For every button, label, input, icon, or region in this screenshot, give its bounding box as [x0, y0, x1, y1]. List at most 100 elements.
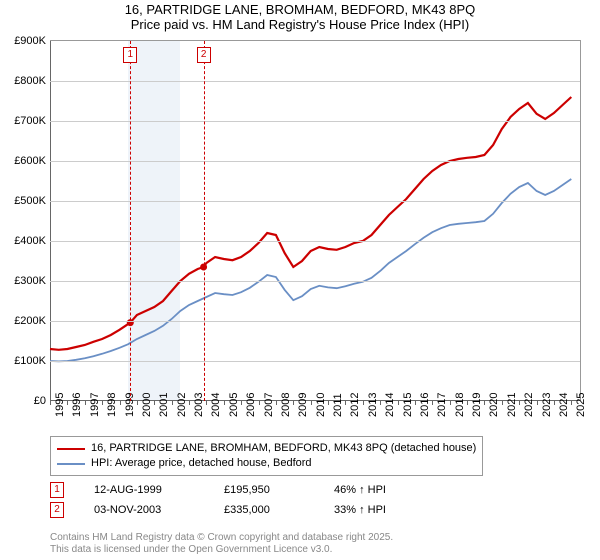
- footer-line1: Contains HM Land Registry data © Crown c…: [50, 532, 393, 544]
- xtick-label: 2006: [245, 393, 257, 417]
- xtick-mark: [154, 401, 155, 405]
- xtick-label: 2018: [454, 393, 466, 417]
- xtick-label: 2010: [315, 393, 327, 417]
- xtick-label: 2023: [541, 393, 553, 417]
- legend-swatch: [57, 448, 85, 450]
- sale-row: 1 12-AUG-1999 £195,950 46% ↑ HPI: [50, 480, 414, 500]
- xtick-mark: [450, 401, 451, 405]
- sale-delta: 33% ↑ HPI: [334, 500, 414, 520]
- sale-event-marker: 2: [197, 47, 211, 63]
- xtick-mark: [328, 401, 329, 405]
- xtick-mark: [311, 401, 312, 405]
- xtick-mark: [363, 401, 364, 405]
- xtick-label: 2000: [141, 393, 153, 417]
- sale-row: 2 03-NOV-2003 £335,000 33% ↑ HPI: [50, 500, 414, 520]
- sale-idx-box: 2: [50, 502, 64, 518]
- xtick-label: 2019: [471, 393, 483, 417]
- xtick-label: 2014: [384, 393, 396, 417]
- ytick-label: £100K: [14, 355, 46, 367]
- ytick-label: £700K: [14, 115, 46, 127]
- sale-event-marker: 1: [123, 47, 137, 63]
- xtick-mark: [172, 401, 173, 405]
- ytick-label: £300K: [14, 275, 46, 287]
- xtick-label: 2017: [436, 393, 448, 417]
- xtick-label: 2016: [419, 393, 431, 417]
- xtick-label: 2009: [297, 393, 309, 417]
- ytick-label: £400K: [14, 235, 46, 247]
- xtick-mark: [380, 401, 381, 405]
- sale-date: 03-NOV-2003: [94, 500, 194, 520]
- xtick-label: 2001: [158, 393, 170, 417]
- xtick-label: 2007: [263, 393, 275, 417]
- xtick-mark: [467, 401, 468, 405]
- xtick-mark: [67, 401, 68, 405]
- xtick-label: 2013: [367, 393, 379, 417]
- xtick-mark: [102, 401, 103, 405]
- xtick-mark: [519, 401, 520, 405]
- legend: 16, PARTRIDGE LANE, BROMHAM, BEDFORD, MK…: [50, 436, 483, 476]
- legend-label: 16, PARTRIDGE LANE, BROMHAM, BEDFORD, MK…: [91, 441, 476, 456]
- xtick-label: 2025: [575, 393, 587, 417]
- xtick-label: 2004: [210, 393, 222, 417]
- xtick-label: 2008: [280, 393, 292, 417]
- xtick-label: 2024: [558, 393, 570, 417]
- chart-title: 16, PARTRIDGE LANE, BROMHAM, BEDFORD, MK…: [0, 0, 600, 32]
- xtick-mark: [206, 401, 207, 405]
- xtick-label: 2021: [506, 393, 518, 417]
- xtick-mark: [120, 401, 121, 405]
- xtick-mark: [85, 401, 86, 405]
- xtick-label: 2002: [176, 393, 188, 417]
- sale-idx-box: 1: [50, 482, 64, 498]
- sale-price: £195,950: [224, 480, 304, 500]
- xtick-mark: [432, 401, 433, 405]
- ytick-label: £0: [34, 395, 46, 407]
- sale-event-line: [204, 41, 205, 401]
- xtick-mark: [398, 401, 399, 405]
- xtick-label: 1998: [106, 393, 118, 417]
- series-hpi: [50, 179, 571, 361]
- xtick-mark: [484, 401, 485, 405]
- xtick-label: 2020: [488, 393, 500, 417]
- xtick-mark: [502, 401, 503, 405]
- legend-row: HPI: Average price, detached house, Bedf…: [57, 456, 476, 471]
- xtick-mark: [259, 401, 260, 405]
- footer-line2: This data is licensed under the Open Gov…: [50, 544, 393, 556]
- xtick-label: 2022: [523, 393, 535, 417]
- xtick-label: 2011: [332, 393, 344, 417]
- xtick-mark: [554, 401, 555, 405]
- xtick-mark: [571, 401, 572, 405]
- sale-date: 12-AUG-1999: [94, 480, 194, 500]
- ytick-label: £200K: [14, 315, 46, 327]
- legend-label: HPI: Average price, detached house, Bedf…: [91, 456, 312, 471]
- legend-swatch: [57, 463, 85, 465]
- title-line2: Price paid vs. HM Land Registry's House …: [0, 17, 600, 32]
- xtick-label: 1997: [89, 393, 101, 417]
- series-price_paid: [50, 97, 571, 350]
- ytick-label: £500K: [14, 195, 46, 207]
- xtick-label: 1995: [54, 393, 66, 417]
- xtick-label: 2005: [228, 393, 240, 417]
- title-line1: 16, PARTRIDGE LANE, BROMHAM, BEDFORD, MK…: [0, 2, 600, 17]
- xtick-label: 2015: [402, 393, 414, 417]
- xtick-mark: [241, 401, 242, 405]
- ytick-label: £600K: [14, 155, 46, 167]
- xtick-mark: [415, 401, 416, 405]
- xtick-label: 1996: [71, 393, 83, 417]
- xtick-mark: [224, 401, 225, 405]
- chart-plot-area: £0£100K£200K£300K£400K£500K£600K£700K£80…: [50, 40, 581, 401]
- xtick-mark: [276, 401, 277, 405]
- sales-table: 1 12-AUG-1999 £195,950 46% ↑ HPI 2 03-NOV-200…: [50, 480, 414, 520]
- xtick-mark: [345, 401, 346, 405]
- xtick-mark: [189, 401, 190, 405]
- ytick-label: £900K: [14, 35, 46, 47]
- xtick-label: 2012: [349, 393, 361, 417]
- legend-row: 16, PARTRIDGE LANE, BROMHAM, BEDFORD, MK…: [57, 441, 476, 456]
- xtick-mark: [293, 401, 294, 405]
- sale-price: £335,000: [224, 500, 304, 520]
- xtick-mark: [537, 401, 538, 405]
- ytick-label: £800K: [14, 75, 46, 87]
- sale-event-line: [130, 41, 131, 401]
- sale-delta: 46% ↑ HPI: [334, 480, 414, 500]
- xtick-mark: [137, 401, 138, 405]
- xtick-mark: [50, 401, 51, 405]
